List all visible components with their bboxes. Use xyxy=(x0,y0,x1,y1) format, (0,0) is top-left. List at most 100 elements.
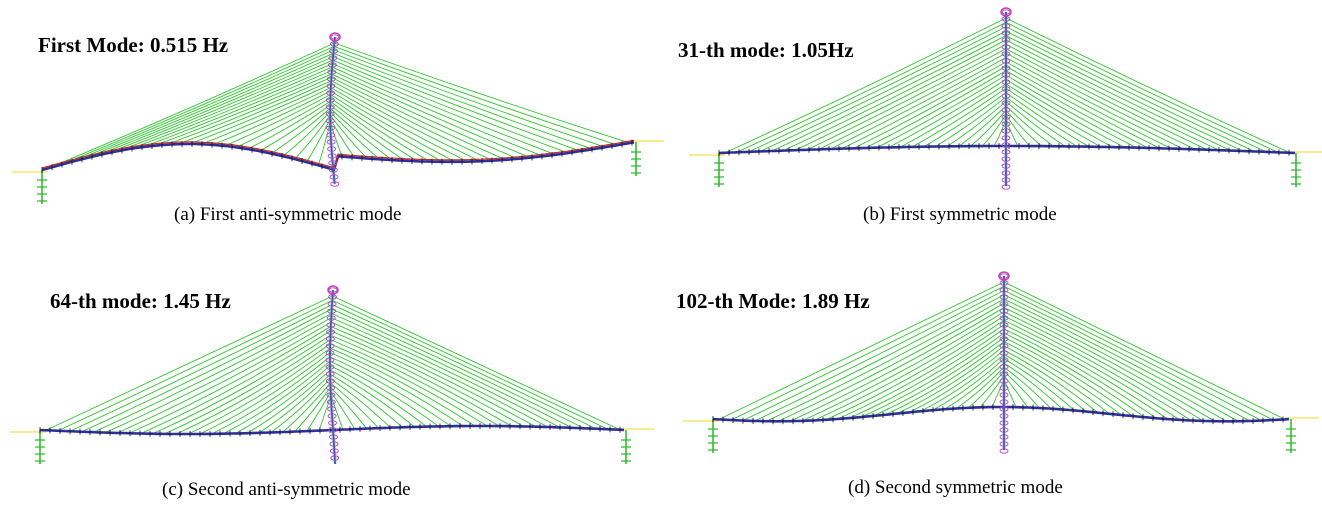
stay-cable xyxy=(958,105,1007,147)
stay-cable xyxy=(329,118,356,158)
stay-cable xyxy=(331,73,519,160)
tower-node-marker xyxy=(327,413,337,419)
stay-cable xyxy=(1005,17,1291,154)
stay-cable xyxy=(199,352,331,435)
stay-cable xyxy=(330,330,524,427)
tower-node-marker xyxy=(999,392,1009,398)
stay-cable xyxy=(730,285,1005,421)
stay-cable xyxy=(45,295,333,431)
tower-node-marker xyxy=(328,160,338,166)
tower-node-marker xyxy=(330,34,340,40)
tower-node-marker xyxy=(1001,30,1011,36)
stay-cable xyxy=(331,308,585,429)
stay-cable xyxy=(330,334,512,427)
stay-cable xyxy=(1003,302,1227,422)
stay-cable xyxy=(873,337,1005,417)
pylon-tower xyxy=(329,36,336,185)
stay-cable xyxy=(329,347,476,427)
stay-cable xyxy=(330,90,456,163)
stay-cable xyxy=(1005,92,1090,148)
tower-node-marker xyxy=(999,364,1009,370)
tower-node-marker xyxy=(327,406,337,412)
stay-cable xyxy=(118,63,333,152)
tower-top-marker xyxy=(327,285,339,295)
tower-node-marker xyxy=(1001,51,1011,57)
stay-cable xyxy=(801,311,1005,422)
tower-node-marker xyxy=(999,413,1009,419)
stay-cable xyxy=(806,48,1007,151)
stay-cable xyxy=(1005,83,1113,148)
tower-node-marker xyxy=(327,146,337,152)
tower-node-marker xyxy=(327,153,337,159)
stay-cable xyxy=(794,43,1007,151)
stay-cable xyxy=(923,92,1007,148)
stay-cable xyxy=(908,349,1005,413)
tower-node-marker xyxy=(328,287,338,293)
stay-cable xyxy=(69,304,333,432)
tower-node-marker xyxy=(1001,121,1011,127)
tower-node-marker xyxy=(999,308,1009,314)
stay-cable xyxy=(724,17,1007,154)
tower-node-marker xyxy=(1001,9,1011,15)
tower-node-marker xyxy=(329,41,339,47)
tower-node-marker xyxy=(1001,107,1011,113)
stay-cable xyxy=(142,70,333,148)
stay-cable xyxy=(783,39,1007,152)
stay-cable xyxy=(187,347,331,435)
stay-cable xyxy=(742,290,1005,421)
stay-cable xyxy=(818,52,1007,150)
tower-node-marker xyxy=(326,83,336,89)
stay-cable xyxy=(748,26,1007,153)
stay-cable xyxy=(189,83,332,145)
stay-cable xyxy=(330,321,548,428)
tower-node-marker xyxy=(327,62,337,68)
stay-cable xyxy=(900,83,1007,148)
stay-cable xyxy=(911,87,1007,148)
stay-cable xyxy=(224,94,331,147)
tower-node-marker xyxy=(326,125,335,131)
bridge-mode-drawing-c xyxy=(10,285,654,465)
tower-node-marker xyxy=(1001,142,1011,148)
stay-cable xyxy=(329,360,439,427)
stay-cable xyxy=(1003,307,1216,422)
stay-cable xyxy=(223,360,331,435)
tower-node-marker xyxy=(999,280,1009,286)
stay-cable xyxy=(128,326,332,434)
stay-cable xyxy=(956,366,1005,409)
tower-node-marker xyxy=(328,55,338,61)
stay-cable xyxy=(865,70,1007,149)
stay-cable xyxy=(935,96,1007,147)
stay-cable xyxy=(1005,52,1196,150)
stay-cable xyxy=(247,101,331,150)
tower-node-marker xyxy=(326,322,336,328)
tower-node-marker xyxy=(327,69,337,75)
stay-cable xyxy=(1005,114,1031,147)
tower-node-marker xyxy=(326,139,336,145)
stay-cable xyxy=(853,65,1007,149)
tower-top-marker xyxy=(329,32,341,42)
tower-node-marker xyxy=(325,343,335,349)
stay-cable xyxy=(329,356,452,427)
stay-cable xyxy=(282,111,331,157)
stay-cable xyxy=(1005,57,1184,150)
tower-node-marker xyxy=(999,336,1009,342)
stay-cable xyxy=(946,101,1007,147)
stay-cable xyxy=(1003,345,1110,415)
stay-cable xyxy=(235,97,331,148)
tower-node-marker xyxy=(999,301,1009,307)
stay-cable xyxy=(1005,70,1149,149)
stay-cable xyxy=(83,52,334,160)
stay-cable xyxy=(333,49,606,148)
stay-cable xyxy=(330,386,368,429)
tower-node-marker xyxy=(999,329,1009,335)
mode-frequency-label: 31-th mode: 1.05Hz xyxy=(678,38,854,62)
stay-cable xyxy=(330,339,500,427)
stay-cable xyxy=(967,371,1005,409)
stay-cable xyxy=(59,46,335,166)
stay-cable xyxy=(1005,61,1172,150)
stay-cable xyxy=(130,66,333,150)
stay-cable xyxy=(718,281,1005,420)
stay-cable xyxy=(258,373,331,434)
stay-cable xyxy=(333,52,594,150)
stay-cable xyxy=(944,362,1005,410)
